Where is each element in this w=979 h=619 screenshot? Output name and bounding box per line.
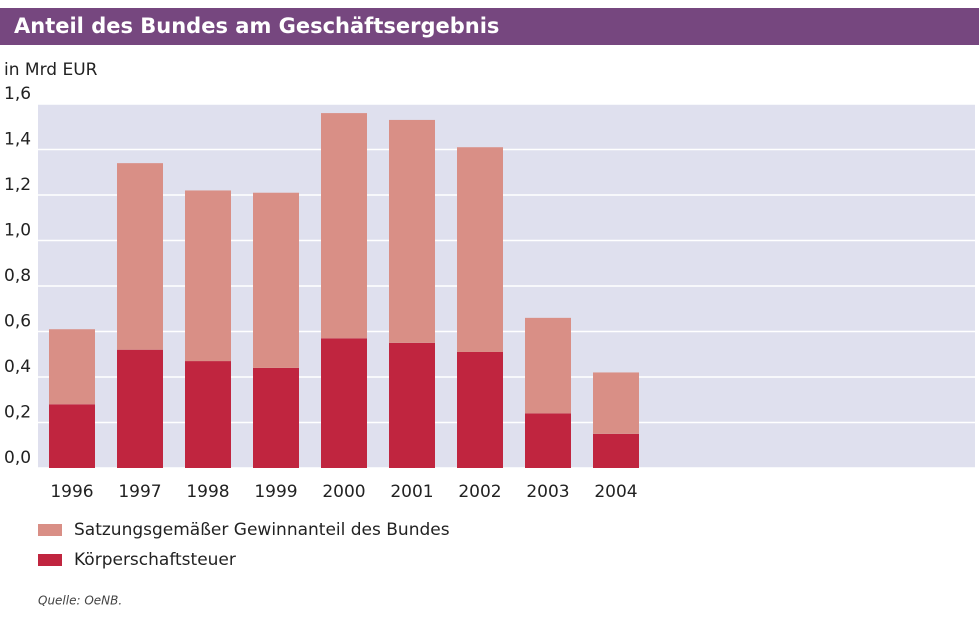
y-tick-label: 1,6 [4,84,31,104]
bar-segment [321,113,367,339]
y-tick-label: 0,4 [4,357,31,377]
y-axis-label: in Mrd EUR [4,60,98,80]
legend-swatch [38,524,62,536]
x-tick-label: 1999 [254,482,297,502]
y-tick-label: 0,0 [4,448,31,468]
x-tick-label: 1998 [186,482,229,502]
x-tick-label: 2000 [322,482,365,502]
x-tick-label: 1997 [118,482,161,502]
bar-segment [593,433,639,468]
bar-segment [389,119,435,343]
bar-segment [49,404,95,468]
legend-label: Körperschaftsteuer [74,550,236,570]
x-tick-label: 2001 [390,482,433,502]
y-tick-label: 1,4 [4,130,31,150]
bar-segment [253,367,299,468]
bar-segment [185,361,231,468]
bar-segment [457,147,503,352]
bar-segment [117,163,163,350]
legend-label: Satzungsgemäßer Gewinnanteil des Bundes [74,520,450,540]
bar-segment [525,413,571,468]
bar-segment [253,192,299,368]
x-tick-label: 1996 [50,482,93,502]
bar-segment [389,342,435,468]
bar-segment [117,349,163,468]
chart-title: Anteil des Bundes am Geschäftsergebnis [14,14,499,38]
y-tick-label: 1,2 [4,175,31,195]
bar-segment [525,317,571,414]
bar-segment [593,372,639,434]
source: Quelle: OeNB. [38,594,122,608]
bar-segment [185,190,231,362]
x-tick-label: 2002 [458,482,501,502]
x-tick-label: 2003 [526,482,569,502]
title-band [0,8,979,45]
bar-segment [49,329,95,405]
y-tick-label: 0,8 [4,266,31,286]
y-tick-label: 0,2 [4,403,31,423]
bar-segment [321,338,367,468]
bar-segment [457,351,503,468]
legend-swatch [38,554,62,566]
y-tick-label: 0,6 [4,312,31,332]
y-tick-label: 1,0 [4,221,31,241]
x-tick-label: 2004 [594,482,637,502]
